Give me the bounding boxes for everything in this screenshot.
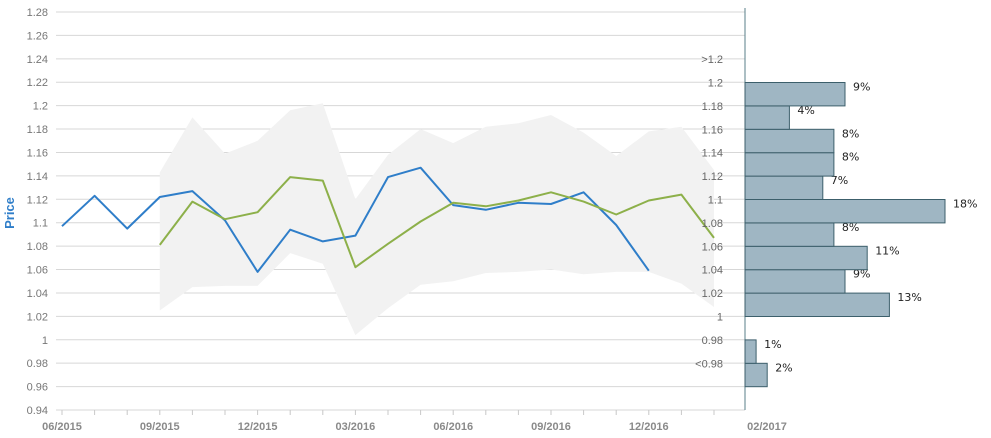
histogram-pct-label: 8% (842, 221, 859, 234)
histogram-bar (744, 82, 846, 107)
histogram-pct-label: 2% (775, 361, 792, 374)
histogram-bar (744, 199, 946, 224)
histogram-bar (744, 105, 790, 130)
x-tick-label: 06/2016 (433, 421, 473, 433)
histogram-bar (744, 128, 835, 154)
x-tick-label: 06/2015 (42, 421, 82, 433)
histogram-bucket-label: <0.98 (695, 358, 723, 370)
histogram-bar (744, 362, 768, 388)
histogram-bucket-label: 1.02 (702, 288, 723, 300)
y-tick-label: 0.98 (27, 358, 48, 370)
histogram-bar (744, 175, 824, 201)
y-tick-label: 1.06 (27, 265, 48, 277)
y-tick-label: 1.26 (27, 30, 48, 42)
histogram-bucket-label: 0.98 (702, 335, 723, 347)
histogram-pct-label: 9% (853, 81, 870, 94)
y-tick-label: 1.18 (27, 124, 48, 136)
histogram: 2% <0.98 1% 0.98 1 13% 1.02 9% 1.04 11% 1.06 8% 1.08… (695, 54, 977, 388)
y-tick-label: 1.04 (27, 288, 48, 300)
histogram-bucket-label: 1.06 (702, 241, 723, 253)
histogram-bucket-label: 1.16 (702, 124, 723, 136)
y-tick-labels: 0.94 0.96 0.98 1 1.02 1.04 1.06 1.08 1.1 1.12 1.14… (27, 7, 48, 417)
x-tick-label: 09/2016 (531, 421, 571, 433)
histogram-bucket-label: 1.2 (708, 78, 723, 90)
histogram-bucket-label: 1.18 (702, 101, 723, 113)
x-tick-label: 12/2016 (629, 421, 669, 433)
y-tick-label: 1.2 (33, 101, 48, 113)
y-tick-label: 1.24 (27, 54, 48, 66)
x-tick-label: 02/2017 (747, 421, 787, 433)
y-tick-label: 1.1 (33, 218, 48, 230)
histogram-pct-label: 9% (853, 268, 870, 281)
y-tick-label: 1.28 (27, 7, 48, 19)
y-tick-label: 1.16 (27, 147, 48, 159)
histogram-bucket-label: 1.14 (702, 148, 723, 160)
y-tick-label: 1 (42, 335, 48, 347)
confidence-band (159, 103, 715, 336)
histogram-bucket-label: 1.04 (702, 265, 723, 277)
histogram-pct-label: 13% (897, 291, 921, 304)
y-tick-label: 0.96 (27, 382, 48, 394)
x-tick-label: 09/2015 (140, 421, 180, 433)
x-tick-label: 03/2016 (336, 421, 376, 433)
histogram-bar (744, 292, 890, 318)
histogram-bucket-label: 1.1 (708, 195, 723, 207)
histogram-bar (744, 152, 835, 177)
histogram-bar (744, 339, 757, 364)
histogram-bucket-label: 1.12 (702, 171, 723, 183)
y-tick-label: 1.08 (27, 241, 48, 253)
histogram-bar (744, 245, 868, 271)
histogram-bar (744, 269, 846, 294)
histogram-pct-label: 1% (764, 338, 781, 351)
histogram-pct-label: 11% (875, 244, 899, 257)
y-tick-label: 0.94 (27, 405, 48, 417)
histogram-bucket-label: 1 (717, 312, 723, 324)
confidence-band-area (159, 103, 715, 336)
histogram-bar (744, 222, 835, 247)
y-tick-label: 1.02 (27, 311, 48, 323)
series-lines (61, 166, 715, 273)
histogram-pct-label: 8% (842, 127, 859, 140)
histogram-pct-label: 8% (842, 151, 859, 164)
y-tick-label: 1.14 (27, 171, 48, 183)
y-axis-label: Price (2, 197, 17, 229)
y-tick-label: 1.22 (27, 77, 48, 89)
histogram-pct-label: 4% (797, 104, 814, 117)
histogram-pct-label: 18% (953, 198, 977, 211)
series-line-1 (61, 166, 650, 273)
series-line-2 (159, 176, 715, 269)
histogram-bucket-label: >1.2 (701, 54, 723, 66)
x-tick-label: 12/2015 (238, 421, 278, 433)
histogram-pct-label: 7% (831, 174, 848, 187)
histogram-bucket-label: 1.08 (702, 218, 723, 230)
y-tick-label: 1.12 (27, 194, 48, 206)
x-axis: 06/2015 09/2015 12/2015 03/2016 06/2016 09/20… (42, 410, 787, 433)
